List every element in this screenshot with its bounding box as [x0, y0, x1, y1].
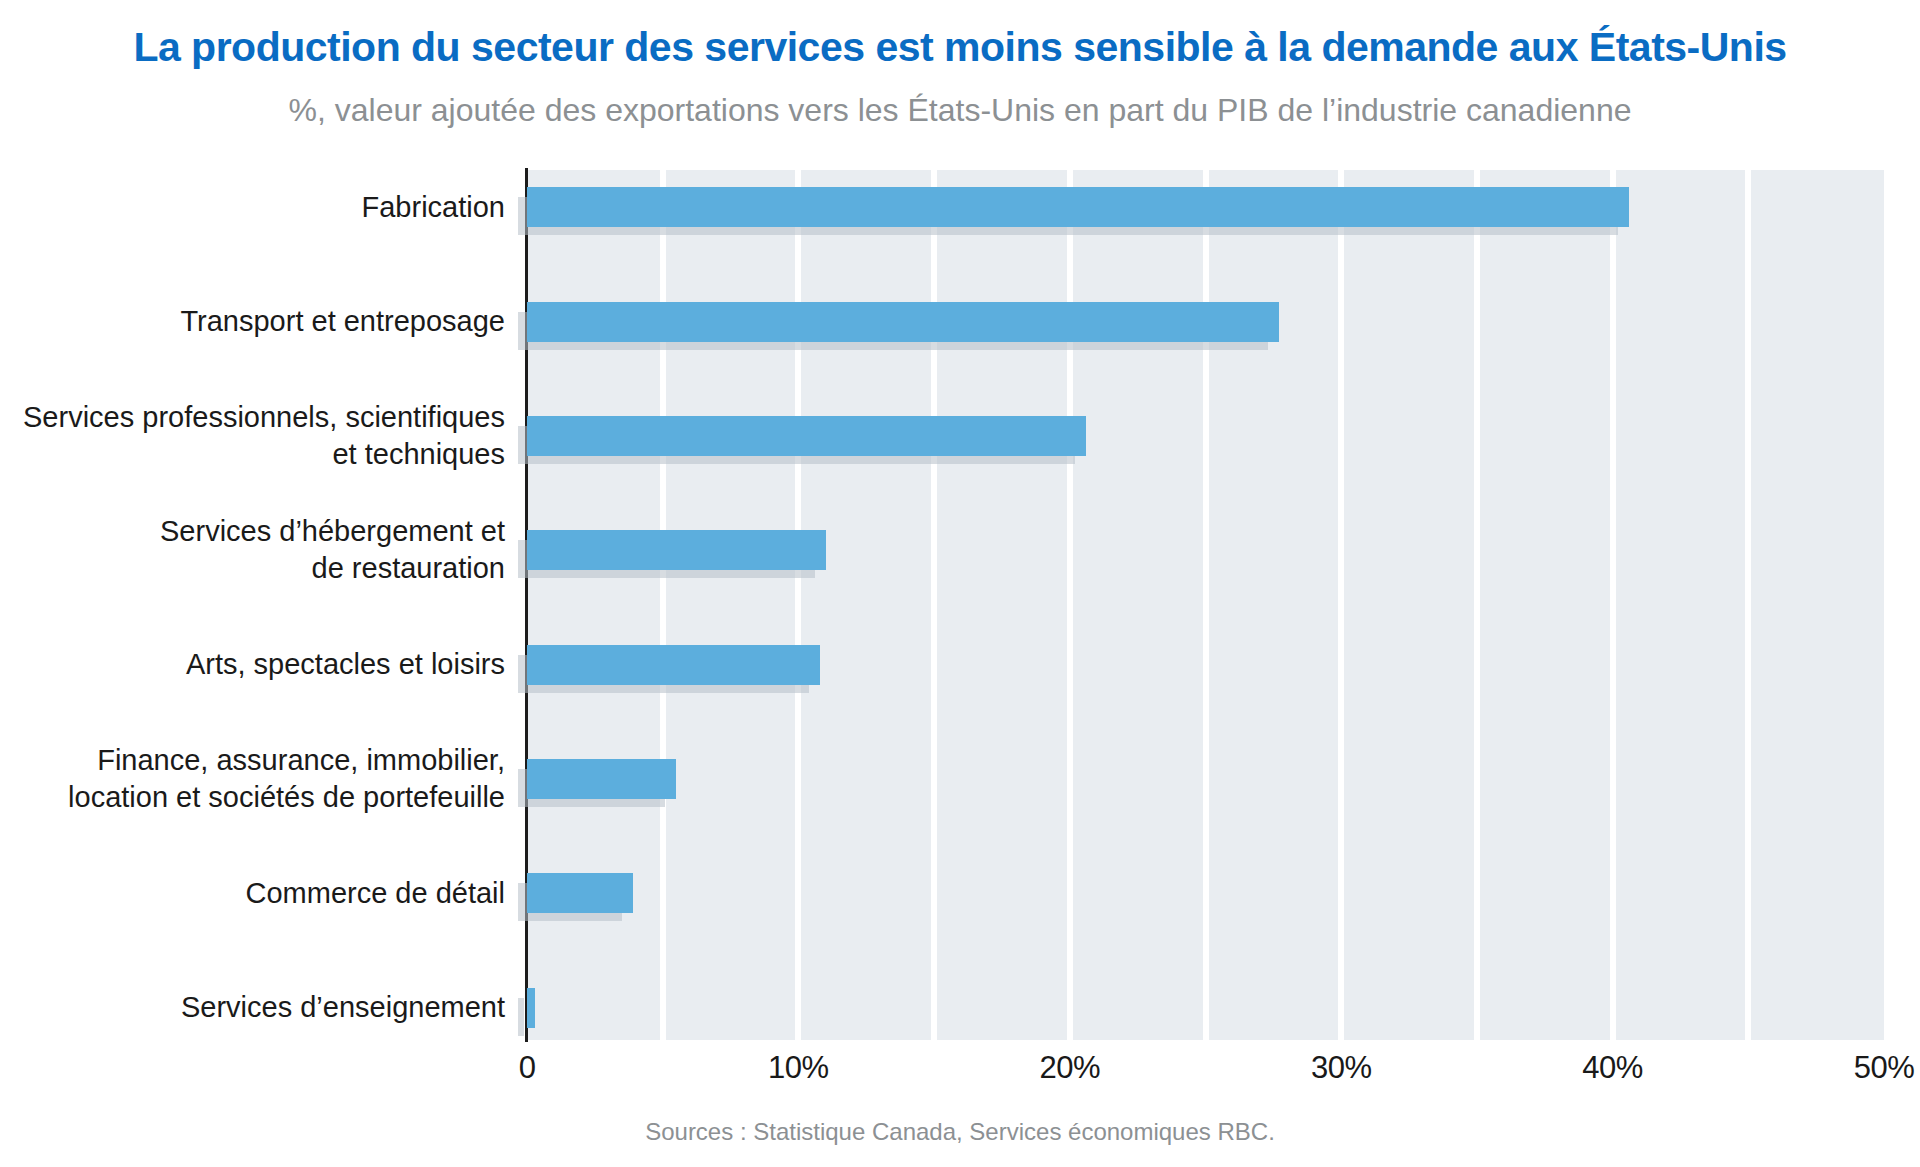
chart-row: Services professionnels, scientifiqueset… — [0, 379, 1884, 493]
bar-track — [527, 759, 1884, 799]
category-label-line: de restauration — [0, 550, 505, 587]
category-label: Commerce de détail — [0, 875, 505, 912]
category-label: Services professionnels, scientifiqueset… — [0, 399, 505, 473]
chart-row: Services d’enseignement — [0, 951, 1884, 1065]
bar-track — [527, 187, 1884, 227]
chart-row: Services d’hébergement etde restauration — [0, 493, 1884, 607]
category-label-line: Services professionnels, scientifiques — [0, 399, 505, 436]
bar-track — [527, 302, 1884, 342]
bar-track — [527, 530, 1884, 570]
category-label-line: Services d’hébergement et — [0, 513, 505, 550]
category-label-line: Services d’enseignement — [0, 989, 505, 1026]
bar-rows: Fabrication Transport et entreposage Servi… — [0, 150, 1884, 1065]
category-label: Arts, spectacles et loisirs — [0, 646, 505, 683]
category-label: Services d’enseignement — [0, 989, 505, 1026]
category-label: Finance, assurance, immobilier,location … — [0, 742, 505, 816]
category-label: Services d’hébergement etde restauration — [0, 513, 505, 587]
chart-subtitle: %, valeur ajoutée des exportations vers … — [0, 92, 1920, 129]
bar-track — [527, 873, 1884, 913]
chart-row: Transport et entreposage — [0, 264, 1884, 378]
x-tick-label: 50% — [1854, 1050, 1915, 1086]
bar — [527, 302, 1279, 342]
chart-row: Fabrication — [0, 150, 1884, 264]
bar — [527, 187, 1629, 227]
x-tick-label: 0 — [519, 1050, 536, 1086]
bar — [527, 873, 633, 913]
category-label-line: location et sociétés de portefeuille — [0, 779, 505, 816]
x-tick-label: 40% — [1582, 1050, 1643, 1086]
chart-row: Commerce de détail — [0, 836, 1884, 950]
category-label-line: Fabrication — [0, 189, 505, 226]
bar-track — [527, 988, 1884, 1028]
category-label-line: Transport et entreposage — [0, 303, 505, 340]
bar — [527, 759, 676, 799]
chart-page: La production du secteur des services es… — [0, 0, 1920, 1167]
chart-row: Finance, assurance, immobilier,location … — [0, 722, 1884, 836]
bar — [527, 645, 820, 685]
category-label-line: et techniques — [0, 436, 505, 473]
chart-title: La production du secteur des services es… — [0, 24, 1920, 71]
bar — [527, 416, 1086, 456]
chart-row: Arts, spectacles et loisirs — [0, 608, 1884, 722]
bar-track — [527, 416, 1884, 456]
category-label-line: Finance, assurance, immobilier, — [0, 742, 505, 779]
category-label-line: Commerce de détail — [0, 875, 505, 912]
category-label: Fabrication — [0, 189, 505, 226]
category-label: Transport et entreposage — [0, 303, 505, 340]
x-tick-label: 20% — [1040, 1050, 1101, 1086]
category-label-line: Arts, spectacles et loisirs — [0, 646, 505, 683]
source-note: Sources : Statistique Canada, Services é… — [0, 1118, 1920, 1146]
bar — [527, 988, 535, 1028]
bar-track — [527, 645, 1884, 685]
x-tick-label: 10% — [768, 1050, 829, 1086]
x-tick-label: 30% — [1311, 1050, 1372, 1086]
bar — [527, 530, 826, 570]
